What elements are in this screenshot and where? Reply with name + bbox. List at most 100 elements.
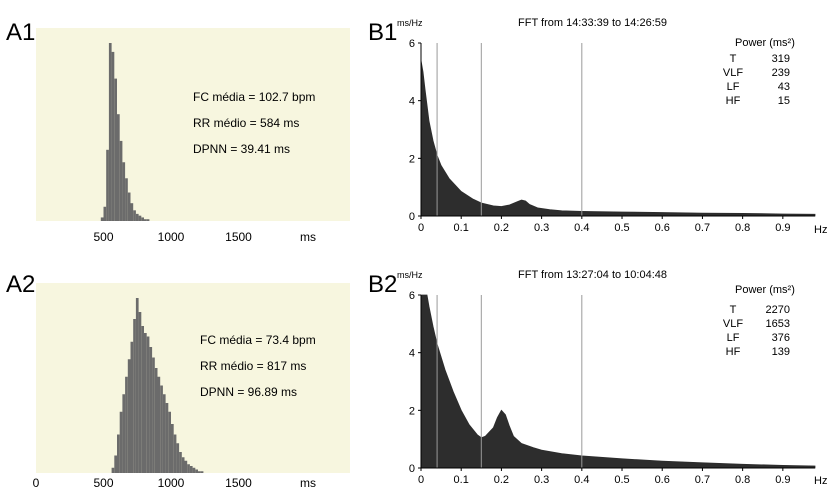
xtick-label: 0.6 <box>655 222 670 234</box>
spectrum-b2-xunit: Hz <box>814 475 827 487</box>
power-band-value: 2270 <box>766 304 790 316</box>
power-band-value: 319 <box>772 53 790 65</box>
xtick-label: 1000 <box>158 230 185 244</box>
xtick-label: 0 <box>418 474 424 486</box>
histogram-a1-xunit: ms <box>300 230 316 244</box>
histogram-bar <box>130 203 134 221</box>
histogram-bar <box>108 43 112 221</box>
power-band-value: 1653 <box>766 318 790 330</box>
histogram-bar <box>141 217 144 221</box>
ytick-label: 0 <box>409 211 415 223</box>
spectrum-b2-unit: ms/Hz <box>397 270 423 280</box>
histogram-bar <box>176 443 180 473</box>
power-band-name: HF <box>726 95 741 107</box>
histogram-bar <box>138 312 142 473</box>
xtick-label: 0.8 <box>735 474 750 486</box>
a1-stat-dpnn: DPNN = 39.41 ms <box>193 142 290 156</box>
xtick-label: 0.3 <box>534 474 549 486</box>
histogram-bar <box>111 51 115 222</box>
power-band-value: 139 <box>772 346 790 358</box>
xtick-label: 0 <box>33 476 40 490</box>
xtick-label: 0.4 <box>574 222 589 234</box>
a1-stat-rr: RR médio = 584 ms <box>193 116 299 130</box>
histogram-a1: 500 1000 1500 ms FC média = 102.7 bpm RR m… <box>36 28 350 244</box>
spectrum-series <box>420 294 816 469</box>
histogram-bar <box>165 403 169 473</box>
ytick-label: 6 <box>409 290 415 302</box>
histogram-a1-xticks: 500 1000 1500 <box>93 230 252 244</box>
histogram-bar <box>119 140 123 221</box>
xtick-label: 0.6 <box>655 474 670 486</box>
ytick-label: 6 <box>409 38 415 50</box>
histogram-bar <box>114 78 117 221</box>
spectrum-series <box>420 60 816 217</box>
power-band-value: 15 <box>778 95 790 107</box>
xtick-label: 0.1 <box>454 222 469 234</box>
histogram-bar <box>125 178 128 221</box>
power-band-value: 43 <box>778 81 790 93</box>
ytick-label: 4 <box>409 348 415 360</box>
histogram-bar <box>106 149 109 221</box>
panel-label-a1: A1 <box>6 19 35 46</box>
panel-label-a2: A2 <box>6 271 35 298</box>
xtick-label: 0.7 <box>695 222 710 234</box>
histogram-bar <box>144 333 147 473</box>
power-band-name: T <box>730 304 737 316</box>
histogram-bar <box>168 411 171 473</box>
xtick-label: 0.7 <box>695 474 710 486</box>
power-band-name: T <box>730 53 737 65</box>
spectrum-b2-power-table: T 2270 VLF 1653 LF 376 HF 139 <box>723 304 790 358</box>
xtick-label: 1500 <box>225 476 252 490</box>
power-band-value: 376 <box>772 332 790 344</box>
spectrum-b1-power-header: Power (ms²) <box>735 37 795 49</box>
histogram-a2-background <box>36 283 350 473</box>
histogram-bar <box>179 452 182 473</box>
histogram-bar <box>127 359 131 473</box>
histogram-bar <box>149 347 153 473</box>
power-band-value: 239 <box>772 67 790 79</box>
ytick-label: 0 <box>409 463 415 475</box>
histogram-bar <box>154 368 158 473</box>
histogram-bar <box>195 469 198 473</box>
histogram-bar <box>152 357 155 473</box>
histogram-bar <box>119 411 123 473</box>
histogram-bar <box>130 341 134 473</box>
a2-stat-dpnn: DPNN = 96.89 ms <box>200 385 297 399</box>
spectrum-b1-power-table: T 319 VLF 239 LF 43 HF 15 <box>723 53 790 107</box>
histogram-a2-xticks: 0 500 1000 1500 <box>33 476 253 490</box>
histogram-bar <box>125 376 128 473</box>
ytick-label: 2 <box>409 405 415 417</box>
ytick-label: 4 <box>409 96 415 108</box>
spectrum-b1: ms/Hz FFT from 14:33:39 to 14:26:59 0 2 4 6… <box>397 17 827 236</box>
spectrum-b2-plot: 0 2 4 6 0 0.1 0.2 0.3 0.4 0.5 0.6 0.7 0.8 0.9 <box>409 290 816 486</box>
histogram-bar <box>200 471 204 473</box>
xtick-label: 0 <box>418 222 424 234</box>
spectrum-b1-xunit: Hz <box>814 224 827 236</box>
histogram-bar <box>114 455 117 473</box>
histogram-bar <box>146 219 150 221</box>
histogram-bar <box>122 162 126 221</box>
histogram-bar <box>171 424 174 473</box>
power-band-name: VLF <box>723 67 743 79</box>
histogram-bar <box>133 210 136 221</box>
histogram-bar <box>135 213 139 221</box>
power-band-name: HF <box>726 346 741 358</box>
power-band-name: LF <box>727 81 740 93</box>
histogram-bar <box>184 460 188 473</box>
histogram-bar <box>146 336 150 473</box>
histogram-bar <box>111 467 115 473</box>
histogram-bar <box>181 457 185 473</box>
histogram-bar <box>103 206 107 221</box>
histogram-bar <box>135 298 139 473</box>
spectrum-b2: ms/Hz FFT from 13:27:04 to 10:04:48 0 2 4 6… <box>397 269 827 487</box>
xtick-label: 0.2 <box>494 222 509 234</box>
xtick-label: 0.5 <box>614 222 629 234</box>
xtick-label: 0.8 <box>735 222 750 234</box>
spectrum-b2-power-header: Power (ms²) <box>735 284 795 296</box>
histogram-bar <box>162 394 166 473</box>
xtick-label: 500 <box>93 476 113 490</box>
ytick-label: 2 <box>409 153 415 165</box>
a2-stat-fc: FC média = 73.4 bpm <box>200 333 316 347</box>
histogram-a2: 0 500 1000 1500 ms FC média = 73.4 bpm RR m… <box>33 283 350 490</box>
